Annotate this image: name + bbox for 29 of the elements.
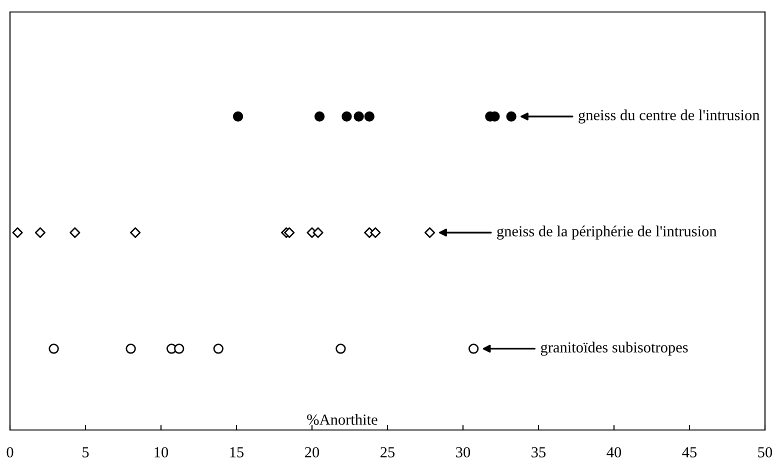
point (284, 227, 295, 238)
x-tick-label: 15 (230, 447, 244, 458)
point (506, 111, 516, 122)
point (70, 227, 80, 238)
x-tick-label: 45 (682, 447, 697, 458)
x-tick-label: 5 (82, 447, 89, 458)
point (174, 344, 184, 354)
x-tick-label: 35 (532, 447, 546, 458)
point (34, 227, 46, 238)
y-tick-label: granitoïdes subisotropes (540, 342, 688, 356)
point (213, 344, 224, 354)
y-tick-label: gneiss de la périphérie de l'intrusion (497, 226, 717, 240)
point (48, 344, 59, 354)
x-tick-label: 40 (606, 447, 622, 458)
point (370, 227, 381, 238)
x-axis-title: %Anorthite (307, 414, 378, 425)
x-tick-label: 50 (758, 447, 772, 458)
point (126, 344, 136, 354)
point (12, 227, 23, 238)
x-tick-label: 20 (305, 447, 320, 458)
x-tick-label: 10 (154, 447, 168, 458)
point (130, 227, 141, 238)
point (468, 344, 479, 354)
x-tick-label: 0 (6, 447, 14, 458)
point (424, 227, 436, 238)
x-tick-label: 30 (456, 447, 470, 458)
point (336, 344, 346, 354)
y-tick-label: gneiss du centre de l'intrusion (578, 110, 760, 124)
x-tick-label: 25 (380, 447, 395, 458)
